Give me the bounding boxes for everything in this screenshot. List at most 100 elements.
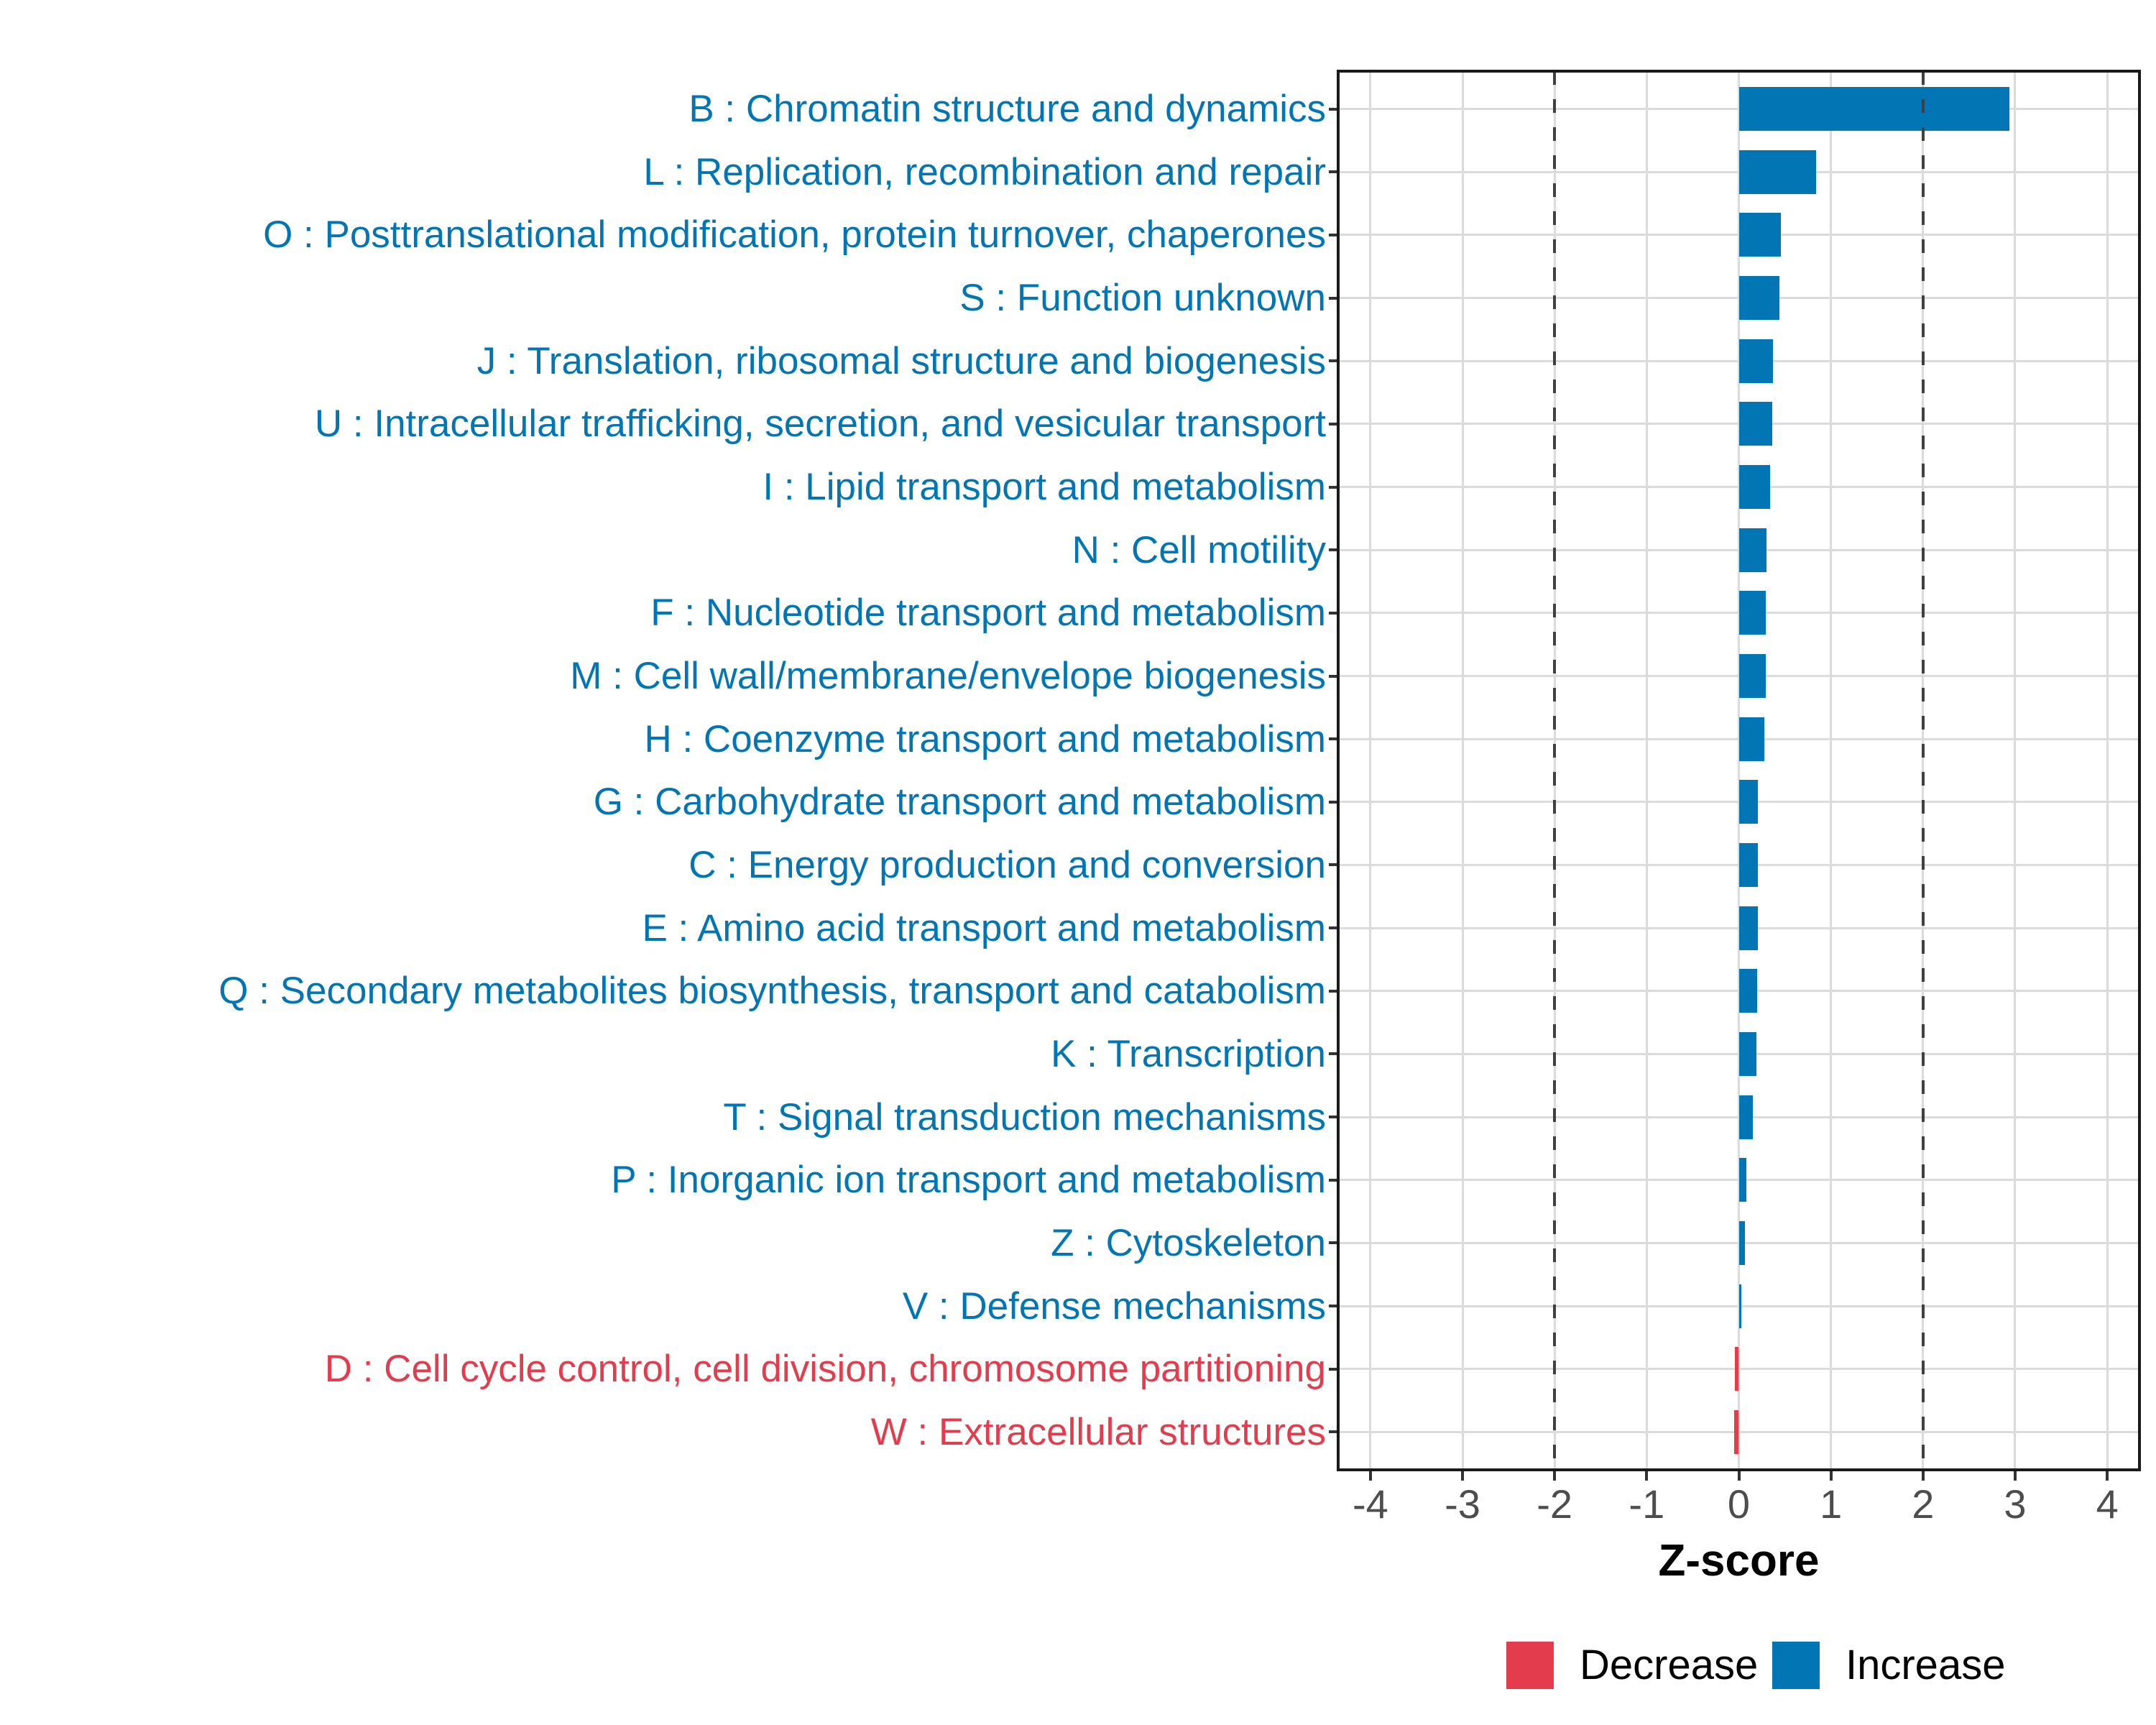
vertical-gridline (1738, 71, 1740, 1470)
y-tick (1329, 548, 1338, 552)
category-label: V : Defense mechanisms (902, 1284, 1326, 1328)
category-label: B : Chromatin structure and dynamics (688, 88, 1326, 131)
y-tick (1329, 485, 1338, 489)
x-tick (1553, 1471, 1557, 1481)
y-tick (1329, 359, 1338, 363)
x-tick-label: -4 (1352, 1481, 1388, 1527)
x-tick (1737, 1471, 1741, 1481)
category-label: L : Replication, recombination and repai… (643, 150, 1326, 193)
bar (1738, 1158, 1746, 1202)
x-tick (2106, 1471, 2109, 1481)
y-tick (1329, 863, 1338, 867)
dashed-reference-line (1553, 71, 1557, 1470)
bar (1738, 1220, 1746, 1265)
bar (1738, 717, 1765, 761)
bar (1738, 339, 1773, 383)
category-label: Z : Cytoskeleton (1051, 1221, 1326, 1264)
category-label: E : Amino acid transport and metabolism (642, 906, 1326, 949)
y-tick (1329, 1305, 1338, 1308)
y-tick (1329, 1241, 1338, 1245)
bar (1738, 780, 1759, 824)
bar (1735, 1347, 1739, 1392)
category-label: M : Cell wall/membrane/envelope biogenes… (570, 655, 1326, 697)
x-tick-label: 0 (1727, 1481, 1751, 1527)
y-tick (1329, 989, 1338, 993)
horizontal-gridline (1338, 1368, 2139, 1371)
legend-label-increase: Increase (1846, 1642, 2006, 1688)
y-tick (1329, 1430, 1338, 1434)
vertical-gridline (1369, 71, 1372, 1470)
y-tick (1329, 1367, 1338, 1371)
category-label: F : Nucleotide transport and metabolism (650, 592, 1326, 635)
y-tick (1329, 1178, 1338, 1182)
y-tick (1329, 422, 1338, 426)
vertical-gridline (2014, 71, 2017, 1470)
x-tick-label: 4 (2096, 1481, 2119, 1527)
category-label: W : Extracellular structures (870, 1410, 1326, 1453)
y-tick (1329, 296, 1338, 300)
bar (1738, 906, 1759, 950)
category-label: P : Inorganic ion transport and metaboli… (611, 1159, 1326, 1202)
category-label: T : Signal transduction mechanisms (723, 1095, 1326, 1138)
bar (1738, 1284, 1742, 1328)
y-tick (1329, 1116, 1338, 1119)
category-label: J : Translation, ribosomal structure and… (476, 339, 1326, 382)
x-axis-title: Z-score (1658, 1536, 1820, 1586)
category-label: G : Carbohydrate transport and metabolis… (593, 781, 1326, 824)
legend-label-decrease: Decrease (1580, 1642, 1759, 1688)
x-tick-label: 3 (2004, 1481, 2027, 1527)
bar (1738, 1095, 1753, 1139)
category-label: K : Transcription (1051, 1032, 1326, 1075)
vertical-gridline (2106, 71, 2109, 1470)
x-tick (2013, 1471, 2017, 1481)
bar (1738, 842, 1759, 887)
bar (1738, 591, 1766, 635)
x-tick-label: 1 (1820, 1481, 1843, 1527)
bar (1738, 1031, 1756, 1076)
y-tick (1329, 800, 1338, 804)
vertical-gridline (1461, 71, 1464, 1470)
vertical-gridline (1645, 71, 1648, 1470)
category-label: O : Posttranslational modification, prot… (263, 213, 1326, 257)
x-tick-label: 2 (1912, 1481, 1935, 1527)
bar (1738, 150, 1817, 194)
x-tick (1645, 1471, 1649, 1481)
x-tick (1461, 1471, 1465, 1481)
bar (1738, 969, 1758, 1013)
y-tick (1329, 737, 1338, 741)
category-label: N : Cell motility (1072, 528, 1326, 571)
x-tick-label: -2 (1537, 1481, 1573, 1527)
dashed-reference-line (1921, 71, 1925, 1470)
legend-swatch-increase (1772, 1642, 1820, 1689)
category-label: S : Function unknown (959, 277, 1326, 320)
y-tick (1329, 926, 1338, 930)
y-tick (1329, 1052, 1338, 1056)
y-tick (1329, 107, 1338, 111)
bar (1738, 276, 1779, 321)
bar (1738, 213, 1782, 257)
x-tick (1829, 1471, 1833, 1481)
x-tick (1921, 1471, 1925, 1481)
bar (1734, 1409, 1739, 1454)
bar (1738, 654, 1766, 698)
category-label: D : Cell cycle control, cell division, c… (324, 1348, 1326, 1391)
category-label: Q : Secondary metabolites biosynthesis, … (218, 970, 1326, 1013)
x-tick (1368, 1471, 1372, 1481)
vertical-gridline (1830, 71, 1833, 1470)
y-tick (1329, 233, 1338, 236)
y-tick (1329, 674, 1338, 678)
bar (1738, 528, 1766, 572)
category-label: U : Intracellular trafficking, secretion… (314, 402, 1326, 446)
x-tick-label: -1 (1628, 1481, 1665, 1527)
category-label: I : Lipid transport and metabolism (763, 466, 1326, 509)
horizontal-gridline (1338, 1430, 2139, 1433)
bar (1738, 465, 1771, 510)
category-label: C : Energy production and conversion (688, 843, 1326, 886)
bar (1738, 402, 1772, 446)
legend-swatch-decrease (1506, 1642, 1554, 1689)
